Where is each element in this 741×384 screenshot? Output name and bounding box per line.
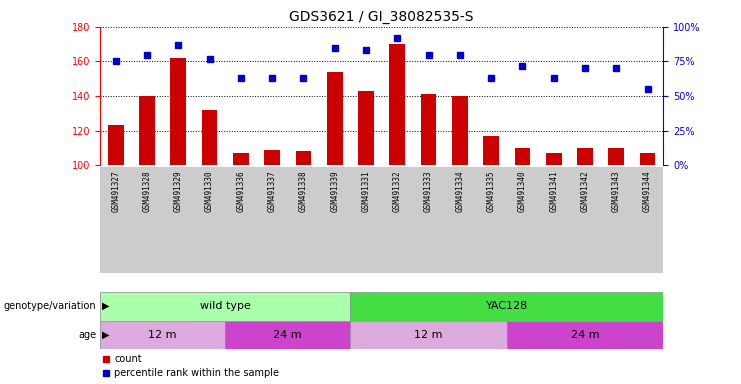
Bar (100, 321, 225, 349)
Text: GSM491342: GSM491342 (580, 170, 590, 212)
Text: GSM491336: GSM491336 (236, 170, 245, 212)
Bar (390, 44, 405, 165)
Text: GSM491327: GSM491327 (111, 170, 120, 212)
Bar (108, 125, 124, 165)
Bar (358, 91, 373, 165)
Bar (546, 153, 562, 165)
Bar (639, 153, 655, 165)
Bar (265, 150, 280, 165)
Bar (225, 321, 350, 349)
Bar (170, 58, 186, 165)
Text: GSM491331: GSM491331 (362, 170, 370, 212)
Text: ▶: ▶ (102, 301, 109, 311)
Bar (296, 151, 311, 165)
Bar (421, 94, 436, 165)
Text: GSM491333: GSM491333 (424, 170, 433, 212)
Bar (327, 72, 342, 165)
Text: GSM491329: GSM491329 (173, 170, 183, 212)
Text: GSM491330: GSM491330 (205, 170, 214, 212)
Text: GSM491334: GSM491334 (455, 170, 465, 212)
Text: YAC128: YAC128 (485, 301, 528, 311)
Text: 24 m: 24 m (571, 330, 599, 340)
Text: GSM491340: GSM491340 (518, 170, 527, 212)
Text: 24 m: 24 m (273, 330, 302, 340)
Bar (452, 96, 468, 165)
Text: GSM491343: GSM491343 (612, 170, 621, 212)
Bar (577, 148, 593, 165)
Text: GSM491344: GSM491344 (643, 170, 652, 212)
Bar (608, 148, 624, 165)
Title: GDS3621 / GI_38082535-S: GDS3621 / GI_38082535-S (290, 10, 473, 25)
Bar (350, 292, 663, 321)
Text: percentile rank within the sample: percentile rank within the sample (114, 368, 279, 378)
Text: 12 m: 12 m (148, 330, 177, 340)
Text: GSM491335: GSM491335 (487, 170, 496, 212)
Bar (483, 136, 499, 165)
Text: GSM491337: GSM491337 (268, 170, 276, 212)
Text: wild type: wild type (200, 301, 250, 311)
Bar (100, 292, 350, 321)
Text: GSM491338: GSM491338 (299, 170, 308, 212)
Text: GSM491332: GSM491332 (393, 170, 402, 212)
Text: ▶: ▶ (102, 330, 109, 340)
Bar (202, 110, 217, 165)
Bar (507, 321, 663, 349)
Bar (139, 96, 155, 165)
Text: age: age (79, 330, 96, 340)
Text: 12 m: 12 m (414, 330, 443, 340)
Bar (350, 321, 507, 349)
Bar (514, 148, 531, 165)
Text: GSM491339: GSM491339 (330, 170, 339, 212)
Text: genotype/variation: genotype/variation (4, 301, 96, 311)
Bar (233, 153, 249, 165)
Text: GSM491341: GSM491341 (549, 170, 558, 212)
Text: count: count (114, 354, 142, 364)
Text: GSM491328: GSM491328 (142, 170, 151, 212)
